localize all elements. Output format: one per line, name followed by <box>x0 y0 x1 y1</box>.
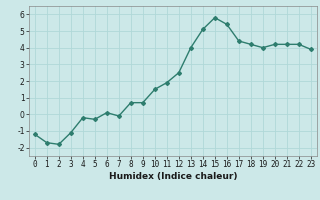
X-axis label: Humidex (Indice chaleur): Humidex (Indice chaleur) <box>108 172 237 181</box>
